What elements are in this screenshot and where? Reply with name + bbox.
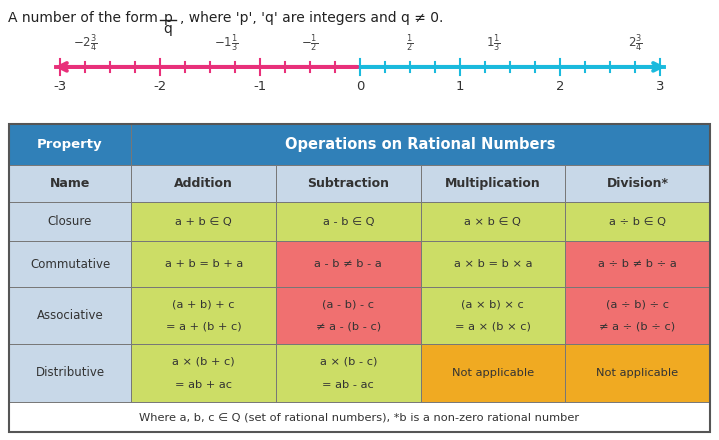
Bar bbox=[276, 165, 421, 202]
Text: 2: 2 bbox=[556, 80, 564, 93]
Bar bbox=[276, 287, 421, 344]
Text: Subtraction: Subtraction bbox=[307, 177, 389, 190]
Bar bbox=[565, 344, 710, 402]
Text: Name: Name bbox=[50, 177, 90, 190]
Text: a + b = b + a: a + b = b + a bbox=[165, 259, 243, 269]
Text: 3: 3 bbox=[656, 80, 664, 93]
Bar bbox=[132, 344, 276, 402]
Text: $-\frac{1}{2}$: $-\frac{1}{2}$ bbox=[301, 32, 319, 54]
Bar bbox=[132, 165, 276, 202]
Text: -3: -3 bbox=[53, 80, 67, 93]
Text: = ab + ac: = ab + ac bbox=[175, 380, 232, 389]
Text: Division*: Division* bbox=[606, 177, 669, 190]
Bar bbox=[9, 287, 132, 344]
Text: = a + (b + c): = a + (b + c) bbox=[166, 322, 242, 332]
Text: p: p bbox=[163, 11, 173, 25]
Text: -1: -1 bbox=[253, 80, 267, 93]
Text: a + b ∈ Q: a + b ∈ Q bbox=[175, 216, 232, 227]
Bar bbox=[276, 242, 421, 287]
Text: Associative: Associative bbox=[37, 309, 104, 322]
Bar bbox=[421, 165, 565, 202]
Text: Multiplication: Multiplication bbox=[445, 177, 541, 190]
Text: q: q bbox=[163, 22, 173, 36]
Bar bbox=[132, 287, 276, 344]
Text: a × (b - c): a × (b - c) bbox=[319, 356, 377, 366]
Text: Distributive: Distributive bbox=[35, 367, 104, 379]
Text: a ÷ b ≠ b ÷ a: a ÷ b ≠ b ÷ a bbox=[598, 259, 677, 269]
Text: 0: 0 bbox=[356, 80, 365, 93]
Bar bbox=[421, 202, 565, 242]
Text: (a + b) + c: (a + b) + c bbox=[173, 299, 235, 309]
Text: (a ÷ b) ÷ c: (a ÷ b) ÷ c bbox=[606, 299, 669, 309]
Text: Not applicable: Not applicable bbox=[596, 368, 679, 378]
Bar bbox=[9, 242, 132, 287]
Text: Operations on Rational Numbers: Operations on Rational Numbers bbox=[285, 137, 556, 152]
Text: 1: 1 bbox=[456, 80, 464, 93]
Bar bbox=[9, 124, 132, 165]
Text: $-2\frac{3}{4}$: $-2\frac{3}{4}$ bbox=[73, 32, 97, 54]
Bar bbox=[132, 202, 276, 242]
Bar bbox=[132, 242, 276, 287]
Text: -2: -2 bbox=[153, 80, 167, 93]
Text: Property: Property bbox=[37, 138, 103, 151]
Bar bbox=[565, 287, 710, 344]
Text: A number of the form: A number of the form bbox=[8, 11, 158, 25]
Bar bbox=[565, 202, 710, 242]
Text: (a - b) - c: (a - b) - c bbox=[322, 299, 375, 309]
Text: Where a, b, c ∈ Q (set of rational numbers), *b is a non-zero rational number: Where a, b, c ∈ Q (set of rational numbe… bbox=[139, 412, 580, 422]
Text: $\frac{1}{2}$: $\frac{1}{2}$ bbox=[406, 32, 413, 54]
Bar bbox=[421, 344, 565, 402]
Text: ≠ a - (b - c): ≠ a - (b - c) bbox=[316, 322, 381, 332]
Text: a - b ≠ b - a: a - b ≠ b - a bbox=[314, 259, 382, 269]
Text: $-1\frac{1}{3}$: $-1\frac{1}{3}$ bbox=[214, 32, 239, 54]
Bar bbox=[9, 402, 710, 432]
Bar bbox=[565, 165, 710, 202]
Text: a ÷ b ∈ Q: a ÷ b ∈ Q bbox=[609, 216, 666, 227]
Text: a × b ∈ Q: a × b ∈ Q bbox=[464, 216, 521, 227]
Text: a × (b + c): a × (b + c) bbox=[173, 356, 235, 366]
Bar bbox=[9, 202, 132, 242]
Bar bbox=[276, 202, 421, 242]
Text: $1\frac{1}{3}$: $1\frac{1}{3}$ bbox=[486, 32, 500, 54]
Text: Closure: Closure bbox=[48, 215, 92, 228]
Text: a × b = b × a: a × b = b × a bbox=[454, 259, 532, 269]
Text: a - b ∈ Q: a - b ∈ Q bbox=[323, 216, 374, 227]
Bar bbox=[132, 124, 710, 165]
Text: , where 'p', 'q' are integers and q ≠ 0.: , where 'p', 'q' are integers and q ≠ 0. bbox=[180, 11, 444, 25]
Text: = a × (b × c): = a × (b × c) bbox=[455, 322, 531, 332]
Bar bbox=[421, 287, 565, 344]
Text: ≠ a ÷ (b ÷ c): ≠ a ÷ (b ÷ c) bbox=[600, 322, 675, 332]
Text: Addition: Addition bbox=[174, 177, 233, 190]
Text: = ab - ac: = ab - ac bbox=[322, 380, 374, 389]
Bar bbox=[276, 344, 421, 402]
Text: Commutative: Commutative bbox=[30, 258, 110, 271]
Bar bbox=[9, 165, 132, 202]
Bar bbox=[565, 242, 710, 287]
Bar bbox=[421, 242, 565, 287]
Bar bbox=[9, 344, 132, 402]
Text: (a × b) × c: (a × b) × c bbox=[462, 299, 524, 309]
Text: $2\frac{3}{4}$: $2\frac{3}{4}$ bbox=[628, 32, 642, 54]
Text: Not applicable: Not applicable bbox=[452, 368, 534, 378]
